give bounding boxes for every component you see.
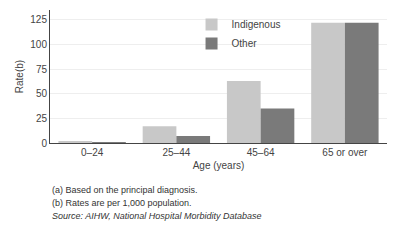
svg-text:Source: AIHW, National Hospita: Source: AIHW, National Hospital Morbidit…: [52, 211, 261, 221]
svg-text:125: 125: [30, 14, 47, 25]
svg-text:Indigenous: Indigenous: [232, 19, 281, 30]
svg-text:(a) Based on the principal dia: (a) Based on the principal diagnosis.: [52, 185, 198, 195]
svg-text:100: 100: [30, 39, 47, 50]
svg-text:Other: Other: [232, 38, 258, 49]
svg-text:25–44: 25–44: [162, 147, 190, 158]
svg-text:(b) Rates are per 1,000 popula: (b) Rates are per 1,000 population.: [52, 198, 192, 208]
svg-text:45–64: 45–64: [247, 147, 275, 158]
svg-text:0–24: 0–24: [81, 147, 104, 158]
svg-text:Rate(b): Rate(b): [14, 60, 25, 93]
svg-text:25: 25: [36, 113, 48, 124]
svg-text:0: 0: [41, 138, 47, 149]
svg-text:75: 75: [36, 64, 48, 75]
svg-text:Age (years): Age (years): [193, 160, 245, 171]
svg-text:50: 50: [36, 88, 48, 99]
svg-text:65 or over: 65 or over: [322, 147, 368, 158]
